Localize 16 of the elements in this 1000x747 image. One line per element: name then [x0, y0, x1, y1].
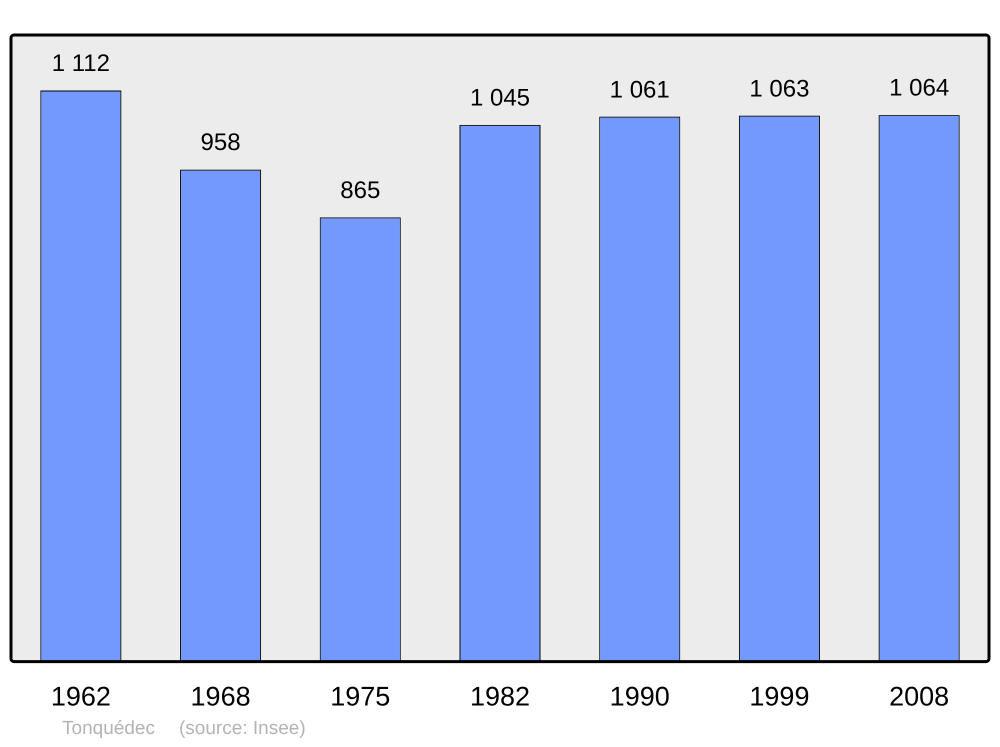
- data-label: 865: [340, 176, 380, 204]
- data-label: 1 045: [470, 84, 530, 112]
- text: (source: Insee): [178, 718, 306, 740]
- x-tick-label: 1990: [610, 681, 670, 712]
- x-tick-label: 1975: [330, 681, 390, 712]
- data-label: 1 112: [52, 50, 110, 78]
- data-label: 1 061: [610, 76, 670, 104]
- x-tick-label: 1982: [470, 681, 530, 712]
- x-tick-label: 2008: [889, 681, 950, 712]
- x-tick-label: 1999: [749, 681, 810, 712]
- data-label: 1 063: [749, 75, 810, 102]
- x-tick-label: 1962: [50, 681, 111, 712]
- data-label: 1 064: [889, 74, 950, 102]
- data-label: 958: [200, 129, 241, 156]
- text: Tonquédec: [62, 718, 155, 740]
- x-tick-label: 1968: [190, 681, 251, 712]
